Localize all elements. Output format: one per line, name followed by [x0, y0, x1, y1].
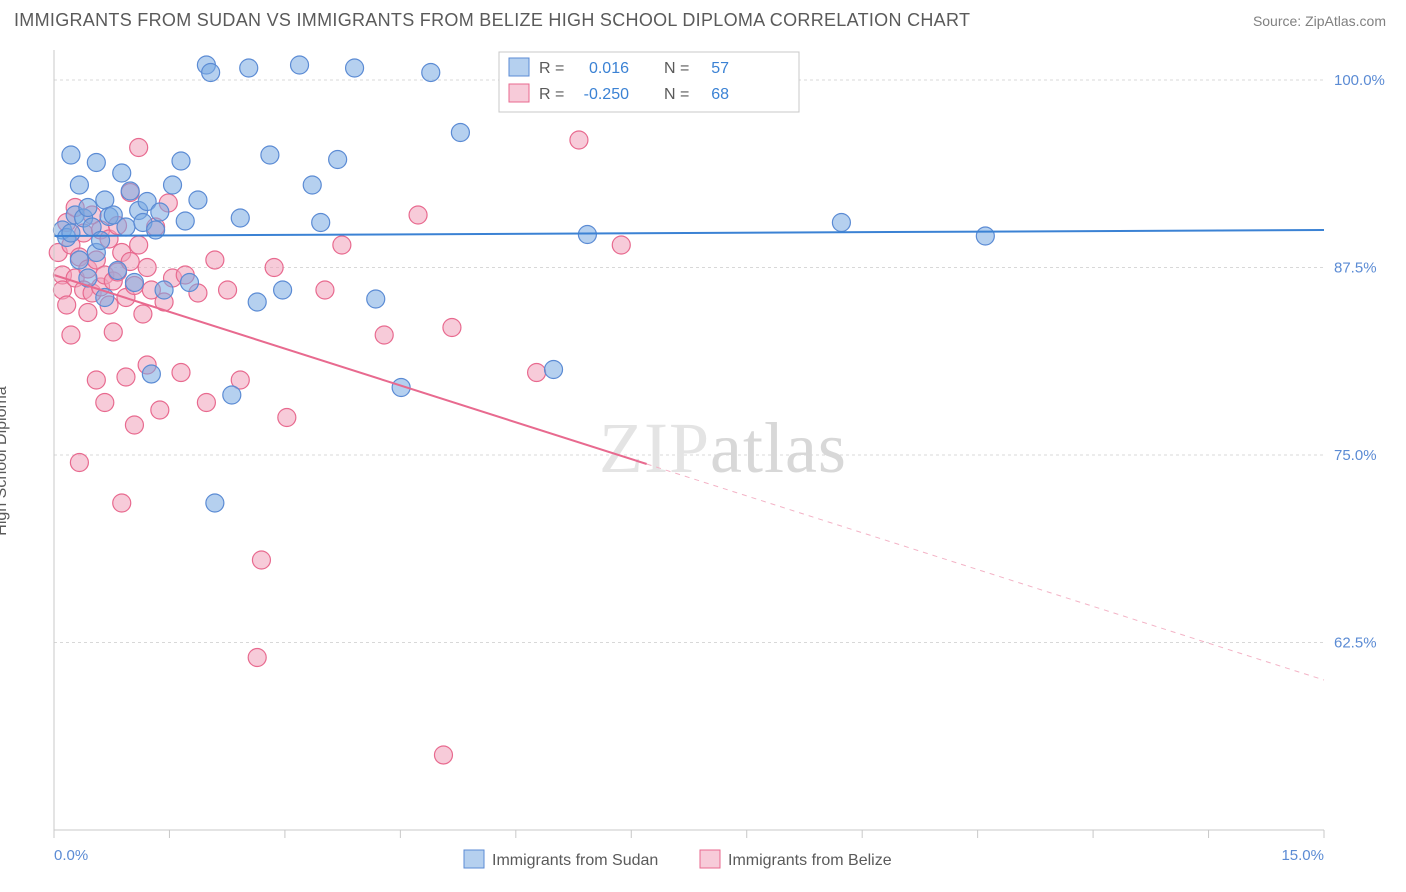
data-point	[291, 56, 309, 74]
data-point	[202, 64, 220, 82]
chart-title: IMMIGRANTS FROM SUDAN VS IMMIGRANTS FROM…	[14, 10, 970, 31]
y-tick-label: 87.5%	[1334, 260, 1377, 277]
data-point	[155, 281, 173, 299]
data-point	[70, 251, 88, 269]
svg-text:N =: N =	[664, 60, 689, 77]
svg-text:N =: N =	[664, 86, 689, 103]
data-point	[138, 259, 156, 277]
data-point	[240, 59, 258, 77]
y-tick-label: 100.0%	[1334, 72, 1385, 89]
y-axis-label: High School Diploma	[0, 386, 11, 535]
data-point	[189, 191, 207, 209]
data-point	[443, 319, 461, 337]
svg-text:57: 57	[711, 60, 729, 77]
data-point	[248, 649, 266, 667]
data-point	[329, 151, 347, 169]
data-point	[375, 326, 393, 344]
data-point	[117, 368, 135, 386]
data-point	[231, 209, 249, 227]
data-point	[79, 199, 97, 217]
watermark: ZIPatlas	[599, 408, 847, 488]
data-point	[62, 224, 80, 242]
data-point	[612, 236, 630, 254]
data-point	[113, 164, 131, 182]
data-point	[346, 59, 364, 77]
data-point	[422, 64, 440, 82]
data-point	[451, 124, 469, 142]
svg-text:R =: R =	[539, 86, 564, 103]
data-point	[151, 203, 169, 221]
svg-text:0.016: 0.016	[589, 60, 629, 77]
data-point	[172, 364, 190, 382]
data-point	[117, 218, 135, 236]
data-point	[409, 206, 427, 224]
data-point	[104, 323, 122, 341]
y-tick-label: 75.0%	[1334, 447, 1377, 464]
data-point	[62, 326, 80, 344]
data-point	[545, 361, 563, 379]
svg-text:68: 68	[711, 86, 729, 103]
data-point	[528, 364, 546, 382]
legend-label: Immigrants from Sudan	[492, 852, 658, 869]
data-point	[206, 251, 224, 269]
source-link[interactable]: ZipAtlas.com	[1305, 13, 1386, 29]
data-point	[121, 182, 139, 200]
data-point	[87, 154, 105, 172]
data-point	[570, 131, 588, 149]
data-point	[274, 281, 292, 299]
data-point	[125, 416, 143, 434]
data-point	[92, 232, 110, 250]
data-point	[62, 146, 80, 164]
data-point	[164, 176, 182, 194]
data-point	[58, 296, 76, 314]
legend-label: Immigrants from Belize	[728, 852, 892, 869]
data-point	[976, 227, 994, 245]
data-point	[176, 212, 194, 230]
data-point	[223, 386, 241, 404]
data-point	[303, 176, 321, 194]
data-point	[197, 394, 215, 412]
data-point	[206, 494, 224, 512]
data-point	[367, 290, 385, 308]
data-point	[87, 371, 105, 389]
data-point	[109, 262, 127, 280]
data-point	[832, 214, 850, 232]
data-point	[316, 281, 334, 299]
svg-text:-0.250: -0.250	[584, 86, 629, 103]
data-point	[142, 365, 160, 383]
y-tick-label: 62.5%	[1334, 635, 1377, 652]
data-point	[248, 293, 266, 311]
source-attribution: Source: ZipAtlas.com	[1253, 13, 1386, 29]
data-point	[79, 304, 97, 322]
svg-text:R =: R =	[539, 60, 564, 77]
data-point	[134, 305, 152, 323]
data-point	[265, 259, 283, 277]
data-point	[172, 152, 190, 170]
data-point	[125, 274, 143, 292]
source-prefix: Source:	[1253, 13, 1305, 29]
data-point	[130, 139, 148, 157]
data-point	[261, 146, 279, 164]
data-point	[312, 214, 330, 232]
data-point	[434, 746, 452, 764]
data-point	[70, 454, 88, 472]
correlation-scatter-chart: ZIPatlas 62.5%75.0%87.5%100.0%0.0%15.0% …	[14, 42, 1392, 880]
data-point	[151, 401, 169, 419]
data-point	[130, 236, 148, 254]
data-point	[180, 274, 198, 292]
data-point	[333, 236, 351, 254]
data-point	[278, 409, 296, 427]
data-point	[113, 494, 131, 512]
data-point	[252, 551, 270, 569]
x-tick-label: 15.0%	[1281, 847, 1324, 864]
data-point	[219, 281, 237, 299]
data-point	[96, 394, 114, 412]
data-point	[70, 176, 88, 194]
x-tick-label: 0.0%	[54, 847, 88, 864]
